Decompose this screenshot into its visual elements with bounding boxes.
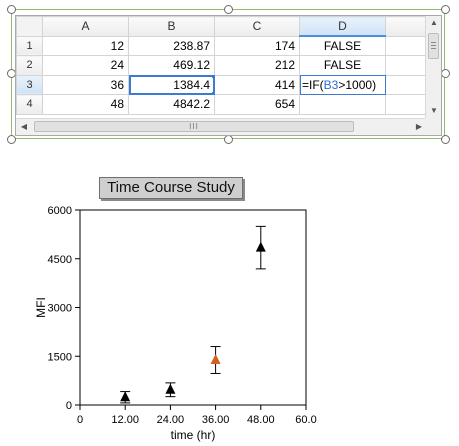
cell-b3-selected[interactable]: 1384.4 <box>128 74 215 95</box>
y-tick-label: 1500 <box>48 351 72 363</box>
row-header-1[interactable]: 1 <box>16 35 43 56</box>
time-course-chart: 0 1500 3000 4500 6000 0 12.00 24.00 36.00 48.00 60… <box>34 205 317 442</box>
resize-handle-top-left[interactable] <box>7 5 16 14</box>
cell-a2[interactable]: 24 <box>42 55 129 76</box>
formula-reference: B3 <box>323 77 339 92</box>
cell-c3[interactable]: 414 <box>214 74 300 95</box>
resize-handle-top-right[interactable] <box>441 5 450 14</box>
y-tick-label: 3000 <box>48 303 72 315</box>
column-header-b[interactable]: B <box>128 16 215 37</box>
selection-handle[interactable] <box>212 75 214 78</box>
cell-c1[interactable]: 174 <box>214 35 300 56</box>
select-all-corner[interactable] <box>16 16 43 37</box>
formula-prefix: =IF( <box>302 77 324 92</box>
cell-b3-value: 1384.4 <box>173 77 210 92</box>
cell-d4[interactable] <box>299 94 386 115</box>
resize-handle-middle-right[interactable] <box>441 69 450 78</box>
column-header-row: A B C D <box>16 16 436 37</box>
y-tick-label: 6000 <box>48 205 72 217</box>
cell-a3[interactable]: 36 <box>42 74 129 95</box>
cell-b2[interactable]: 469.12 <box>128 55 215 76</box>
cell-b1[interactable]: 238.87 <box>128 35 215 56</box>
table-row: 4 48 4842.2 654 <box>16 94 436 115</box>
y-axis-label: MFI <box>34 297 48 318</box>
row-header-3[interactable]: 3 <box>16 74 43 95</box>
column-header-c[interactable]: C <box>214 16 300 37</box>
x-tick-label: 48.00 <box>247 414 275 426</box>
column-header-a[interactable]: A <box>42 16 129 37</box>
x-tick-label: 0 <box>77 414 83 426</box>
vertical-scrollbar[interactable]: ▲ ▼ <box>425 16 441 118</box>
formula-suffix: >1000) <box>338 77 377 92</box>
y-tick-label: 4500 <box>48 254 72 266</box>
cell-d1[interactable]: FALSE <box>299 35 386 56</box>
cell-d2[interactable]: FALSE <box>299 55 386 76</box>
row-header-2[interactable]: 2 <box>16 55 43 76</box>
cell-c2[interactable]: 212 <box>214 55 300 76</box>
x-tick-label: 24.00 <box>157 414 185 426</box>
y-tick-label: 0 <box>66 400 72 412</box>
horizontal-scroll-thumb[interactable]: III <box>34 121 354 132</box>
x-tick-label: 12.00 <box>111 414 139 426</box>
scroll-up-arrow-icon[interactable]: ▲ <box>430 18 438 27</box>
chart-title[interactable]: Time Course Study <box>99 177 243 199</box>
x-axis-label: time (hr) <box>171 428 216 442</box>
spreadsheet[interactable]: A B C D 1 12 238.87 174 FALSE 2 24 469.1… <box>15 15 442 136</box>
table-row: 1 12 238.87 174 FALSE <box>16 35 436 56</box>
cell-d3-formula-editor[interactable]: =IF(B3>1000) <box>299 74 386 95</box>
resize-handle-top-center[interactable] <box>224 5 233 14</box>
selection-handle[interactable] <box>129 75 131 78</box>
selection-handle[interactable] <box>212 92 214 94</box>
scroll-right-arrow-icon[interactable]: ▶ <box>415 122 423 131</box>
x-tick-label: 36.00 <box>202 414 230 426</box>
vertical-scroll-thumb[interactable] <box>428 33 439 59</box>
table-row: 3 36 1384.4 414 =IF(B3>1000) <box>16 74 436 95</box>
resize-handle-bottom-left[interactable] <box>7 135 16 144</box>
scroll-left-arrow-icon[interactable]: ◀ <box>20 122 28 131</box>
cell-a1[interactable]: 12 <box>42 35 129 56</box>
spreadsheet-grid: A B C D 1 12 238.87 174 FALSE 2 24 469.1… <box>16 16 436 115</box>
resize-handle-bottom-center[interactable] <box>224 135 233 144</box>
selection-handle[interactable] <box>129 92 131 94</box>
data-point-triangle <box>255 241 266 252</box>
scrollbar-corner <box>425 118 441 135</box>
x-tick-label: 60.0 <box>295 414 316 426</box>
data-point-triangle <box>120 391 131 402</box>
table-row: 2 24 469.12 212 FALSE <box>16 55 436 76</box>
data-point-triangle <box>165 383 176 394</box>
resize-handle-bottom-right[interactable] <box>441 135 450 144</box>
data-point-triangle <box>210 354 221 365</box>
row-header-4[interactable]: 4 <box>16 94 43 115</box>
plot-frame <box>79 209 307 406</box>
column-header-d[interactable]: D <box>299 16 386 37</box>
cell-c4[interactable]: 654 <box>214 94 300 115</box>
cell-a4[interactable]: 48 <box>42 94 129 115</box>
horizontal-scrollbar[interactable]: ◀ III ▶ <box>16 118 427 135</box>
cell-b4[interactable]: 4842.2 <box>128 94 215 115</box>
scroll-down-arrow-icon[interactable]: ▼ <box>430 106 438 115</box>
